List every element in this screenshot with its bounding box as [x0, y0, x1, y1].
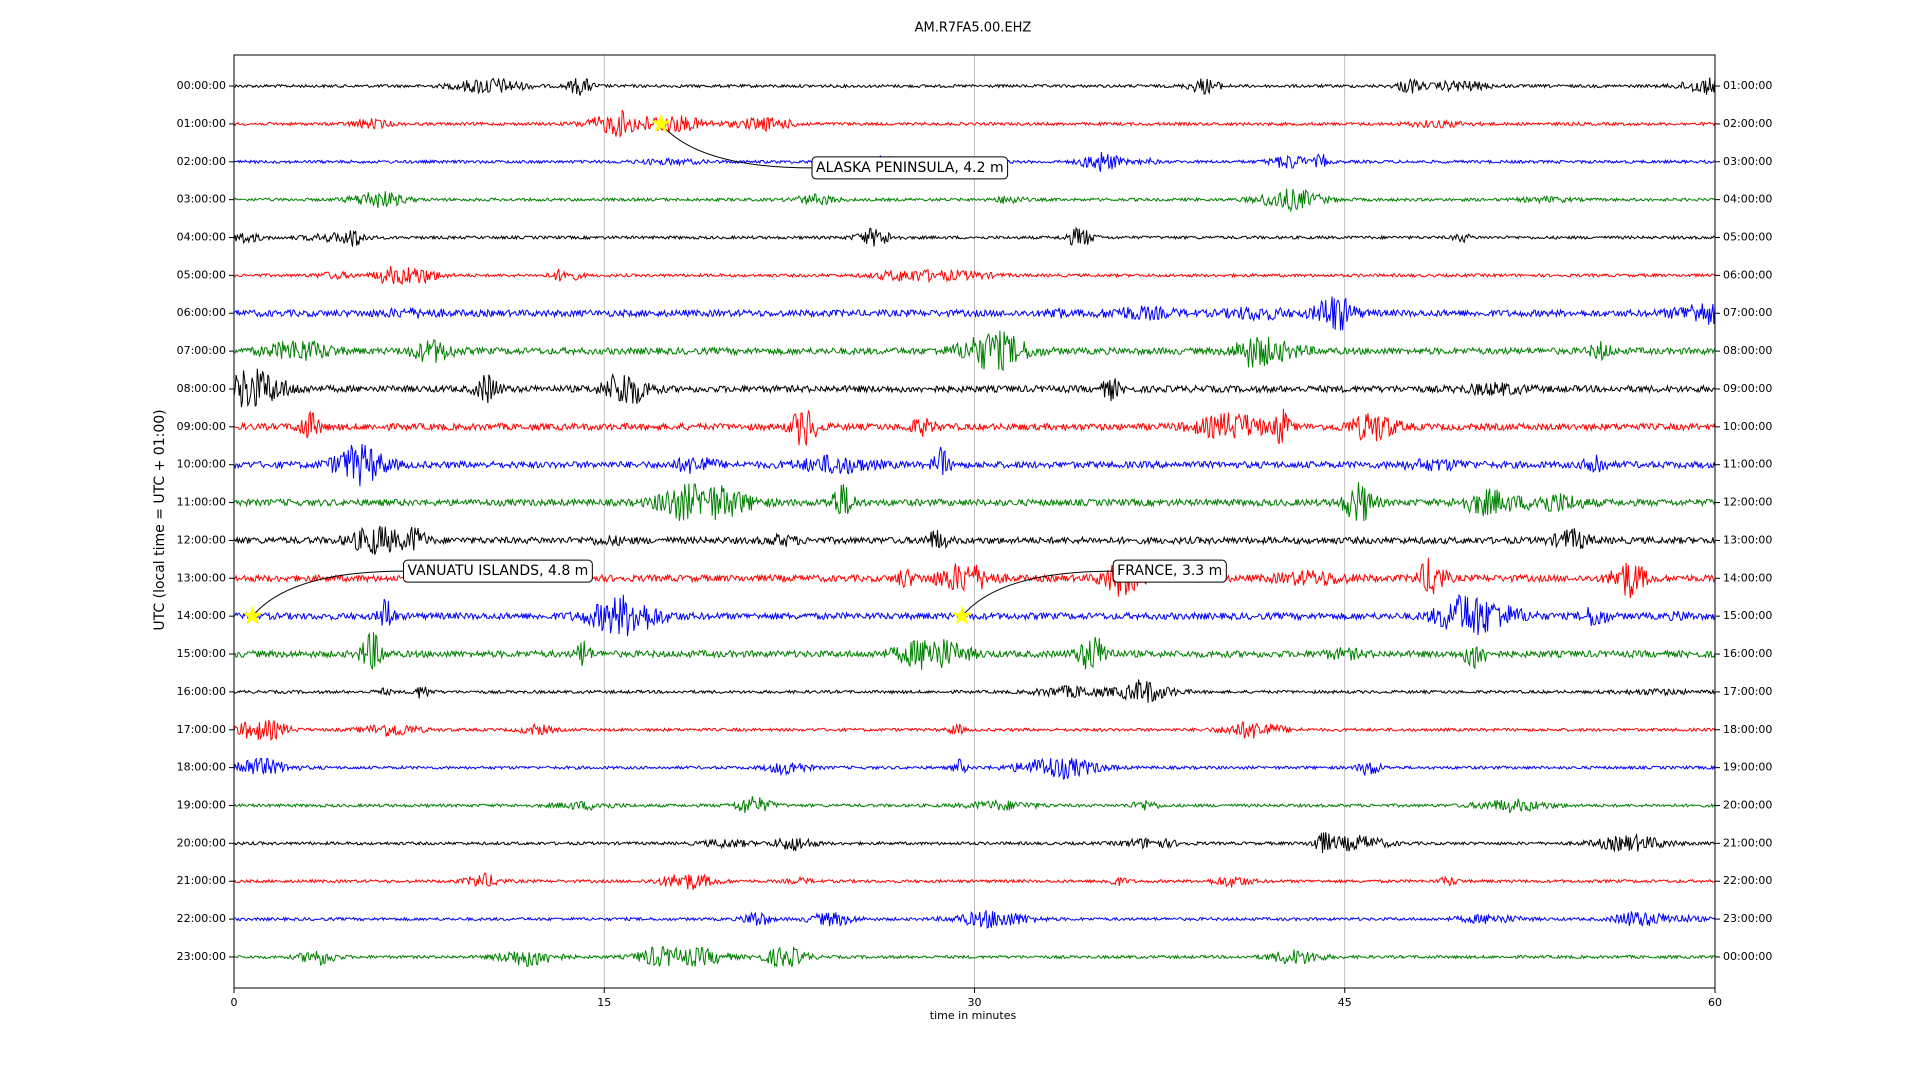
y2-tick-label: 07:00:00: [1723, 306, 1772, 319]
y2-tick-label: 22:00:00: [1723, 874, 1772, 887]
event-connector: [961, 570, 1114, 617]
event-star: [242, 605, 263, 625]
x-tick-label: 0: [231, 996, 238, 1009]
waveform: [233, 226, 1716, 247]
waveform: [233, 872, 1716, 890]
waveform: [233, 188, 1716, 213]
y-tick-label: 23:00:00: [177, 950, 226, 963]
y-tick-label: 14:00:00: [177, 609, 226, 622]
waveform: [233, 109, 1716, 139]
waveform: [233, 632, 1716, 670]
y-tick-label: 19:00:00: [177, 798, 226, 811]
y2-tick-label: 09:00:00: [1723, 382, 1772, 395]
y2-tick-label: 21:00:00: [1723, 836, 1772, 849]
y-tick-label: 18:00:00: [177, 761, 226, 774]
y-tick-label: 04:00:00: [177, 231, 226, 244]
waveform: [233, 832, 1716, 854]
x-tick-label: 15: [597, 996, 611, 1009]
y-tick-label: 08:00:00: [177, 382, 226, 395]
y-tick-label: 05:00:00: [177, 268, 226, 281]
y-tick-label: 02:00:00: [177, 155, 226, 168]
y2-tick-label: 16:00:00: [1723, 647, 1772, 660]
y-tick-label: 10:00:00: [177, 458, 226, 471]
y2-tick-label: 14:00:00: [1723, 571, 1772, 584]
waveform: [233, 330, 1716, 372]
y2-tick-label: 20:00:00: [1723, 798, 1772, 811]
y2-tick-label: 19:00:00: [1723, 761, 1772, 774]
event-connector: [660, 123, 813, 169]
y2-tick-label: 23:00:00: [1723, 912, 1772, 925]
y-tick-label: 13:00:00: [177, 571, 226, 584]
event-star: [650, 113, 672, 133]
y-tick-label: 15:00:00: [177, 647, 226, 660]
waveform: [233, 593, 1716, 637]
y2-tick-label: 02:00:00: [1723, 117, 1772, 130]
waveform: [233, 945, 1716, 968]
y2-tick-label: 11:00:00: [1723, 458, 1772, 471]
x-tick-label: 45: [1338, 996, 1352, 1009]
y-tick-label: 11:00:00: [177, 496, 226, 509]
waveform: [233, 525, 1716, 555]
y2-tick-label: 04:00:00: [1723, 193, 1772, 206]
y2-tick-label: 12:00:00: [1723, 496, 1772, 509]
y-tick-label: 20:00:00: [177, 836, 226, 849]
y2-tick-label: 03:00:00: [1723, 155, 1772, 168]
y-axis-label: UTC (local time = UTC + 01:00): [152, 409, 168, 630]
y-tick-label: 03:00:00: [177, 193, 226, 206]
y-tick-label: 06:00:00: [177, 306, 226, 319]
waveform: [233, 296, 1716, 331]
y-tick-label: 09:00:00: [177, 420, 226, 433]
y-tick-label: 22:00:00: [177, 912, 226, 925]
x-axis-label: time in minutes: [930, 1009, 1017, 1022]
y-tick-label: 01:00:00: [177, 117, 226, 130]
event-label: VANUATU ISLANDS, 4.8 m: [408, 563, 589, 579]
waveform: [233, 408, 1716, 446]
waveform: [233, 757, 1716, 780]
y2-tick-label: 05:00:00: [1723, 231, 1772, 244]
y-tick-label: 16:00:00: [177, 685, 226, 698]
y2-tick-label: 08:00:00: [1723, 344, 1772, 357]
waveform: [233, 444, 1716, 487]
waveform: [233, 482, 1716, 522]
y2-tick-label: 00:00:00: [1723, 950, 1772, 963]
event-connector: [252, 570, 404, 617]
y-tick-label: 07:00:00: [177, 344, 226, 357]
event-star: [952, 605, 973, 625]
y2-tick-label: 17:00:00: [1723, 685, 1772, 698]
waveform: [233, 368, 1716, 408]
y2-tick-label: 10:00:00: [1723, 420, 1772, 433]
plot-frame: [233, 54, 1716, 989]
event-label: ALASKA PENINSULA, 4.2 m: [816, 160, 1004, 176]
y-tick-label: 17:00:00: [177, 723, 226, 736]
y2-tick-label: 15:00:00: [1723, 609, 1772, 622]
waveform: [233, 719, 1716, 741]
y2-tick-label: 06:00:00: [1723, 268, 1772, 281]
y-tick-label: 00:00:00: [177, 79, 226, 92]
y2-tick-label: 13:00:00: [1723, 533, 1772, 546]
event-label: FRANCE, 3.3 m: [1117, 563, 1222, 579]
waveform: [233, 909, 1716, 929]
waveform: [233, 679, 1716, 703]
x-tick-label: 30: [968, 996, 982, 1009]
y2-tick-label: 01:00:00: [1723, 79, 1772, 92]
x-tick-label: 60: [1708, 996, 1722, 1009]
y-tick-label: 12:00:00: [177, 533, 226, 546]
y-tick-label: 21:00:00: [177, 874, 226, 887]
y2-tick-label: 18:00:00: [1723, 723, 1772, 736]
waveform: [234, 265, 1716, 285]
chart-title: AM.R7FA5.00.EHZ: [915, 21, 1032, 36]
waveform: [233, 796, 1716, 814]
waveform: [233, 77, 1716, 96]
